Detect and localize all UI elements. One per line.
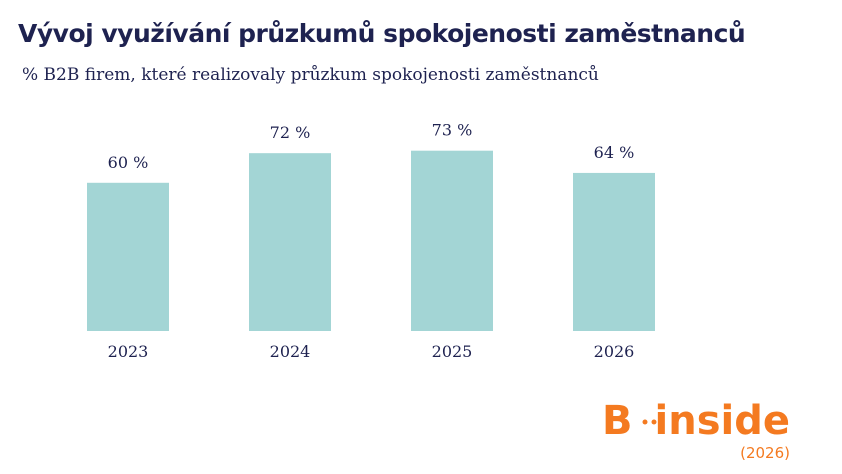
chart-subtitle: % B2B firem, které realizovaly průzkum s… bbox=[22, 65, 599, 85]
x-tick-label: 2023 bbox=[108, 342, 149, 361]
logo-dot bbox=[642, 419, 648, 425]
logo-word: inside bbox=[655, 398, 790, 444]
bar bbox=[411, 150, 493, 331]
x-tick-label: 2025 bbox=[432, 342, 473, 361]
value-label: 73 % bbox=[432, 121, 473, 140]
bar bbox=[87, 182, 169, 331]
value-label: 72 % bbox=[270, 123, 311, 142]
logo-dot bbox=[651, 419, 657, 425]
bar bbox=[573, 172, 655, 331]
logo-letter: B bbox=[602, 398, 633, 444]
x-tick-label: 2026 bbox=[594, 342, 635, 361]
x-tick-label: 2024 bbox=[270, 342, 311, 361]
value-label: 60 % bbox=[108, 153, 149, 172]
bar bbox=[249, 153, 331, 331]
logo-year: (2026) bbox=[740, 444, 790, 462]
chart-title: Vývoj využívání průzkumů spokojenosti za… bbox=[18, 19, 745, 48]
value-label: 64 % bbox=[594, 143, 635, 162]
